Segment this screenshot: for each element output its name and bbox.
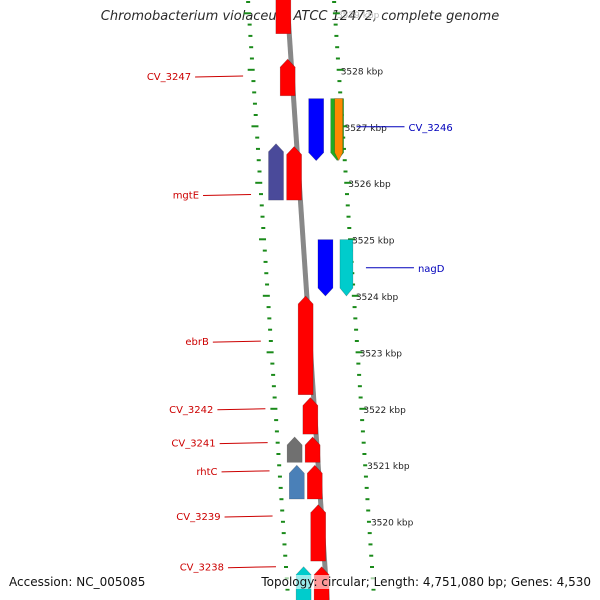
accession-text: Accession: NC_005085 — [9, 575, 146, 589]
kbp-label: 3524 kbp — [356, 293, 399, 303]
gene-arrow-nagD — [317, 239, 334, 297]
map-title: Chromobacterium violaceum ATCC 12472, co… — [100, 9, 500, 24]
leader-line — [227, 566, 276, 569]
gene-arrow-CV_3246 — [308, 98, 324, 162]
gene-arrow-gene-top-red — [275, 0, 292, 35]
gene-label-nagD: nagD — [418, 264, 445, 275]
genome-summary: Topology: circular; Length: 4,751,080 bp… — [261, 575, 591, 589]
gene-label-ebrB: ebrB — [185, 337, 209, 348]
kbp-label: 3522 kbp — [363, 406, 406, 416]
gene-arrow-nagD-cyan — [339, 239, 354, 297]
left-gene-labels: CV_3247 mgtE ebrB CV_3242 CV_3241 rhtC CV_3239… — [147, 72, 276, 574]
gene-label-rhtC: rhtC — [196, 467, 217, 478]
gene-arrow-mgtE-partner — [268, 143, 284, 201]
gene-label-CV_3242: CV_3242 — [169, 405, 213, 416]
kbp-labels: 3529 kbp 3528 kbp 3527 kbp 3526 kbp 3525 kbp… — [337, 11, 414, 529]
gene-arrow-CV_3247 — [279, 58, 296, 97]
gene-arrow-CV_3239 — [310, 504, 327, 562]
leader-line — [224, 515, 273, 518]
kbp-label: 3529 kbp — [337, 11, 380, 21]
gene-arrow-rhtC-partner — [289, 464, 305, 500]
leader-line — [221, 470, 270, 473]
gene-arrow-ebrB — [297, 295, 314, 396]
gene-label-mgtE: mgtE — [173, 190, 199, 201]
gene-arrow-rhtC — [307, 464, 323, 500]
kbp-label: 3520 kbp — [371, 519, 414, 529]
kbp-label: 3528 kbp — [341, 67, 384, 77]
kbp-label: 3523 kbp — [360, 349, 403, 359]
leader-line — [203, 193, 252, 196]
kbp-label: 3525 kbp — [352, 237, 395, 247]
gene-arrow-CV_3241-partner — [286, 436, 303, 463]
gene-arrow-CV_3242 — [302, 397, 319, 435]
leader-line — [219, 442, 268, 445]
leader-line — [195, 75, 244, 78]
kbp-label: 3527 kbp — [344, 124, 387, 134]
right-gene-labels: CV_3246 nagD — [356, 123, 453, 275]
gene-label-CV_3238: CV_3238 — [180, 563, 224, 574]
gene-arrow-CV_3241 — [304, 436, 321, 463]
leader-line — [217, 408, 266, 411]
kbp-label: 3521 kbp — [367, 462, 410, 472]
kbp-label: 3526 kbp — [348, 180, 391, 190]
gene-arrow-mgtE — [286, 146, 302, 201]
gene-label-CV_3247: CV_3247 — [147, 72, 191, 83]
gene-label-CV_3246: CV_3246 — [408, 123, 452, 134]
gene-label-CV_3239: CV_3239 — [176, 512, 220, 523]
gene-arrow-CV_3246-orange — [334, 98, 343, 162]
leader-line — [212, 340, 261, 343]
gene-label-CV_3241: CV_3241 — [171, 439, 215, 450]
outer-tick-ring — [243, 1, 290, 591]
